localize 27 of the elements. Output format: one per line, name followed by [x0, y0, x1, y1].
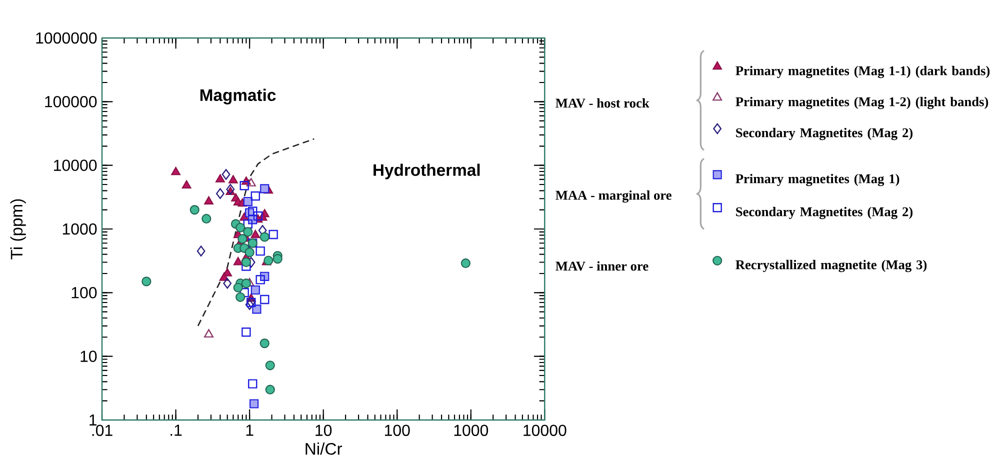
- text: MAA - marginal ore: [556, 190, 672, 203]
- legend-label: Secondary Magnetites (Mag 2): [736, 128, 913, 140]
- y-tick-label: 10000: [54, 160, 97, 171]
- legend-label: Primary magnetites (Mag 1-1) (dark bands): [736, 66, 990, 78]
- legend-label: Secondary Magnetites (Mag 2): [736, 206, 913, 220]
- annotation: Magmatic: [200, 88, 276, 104]
- legend-label: Primary magnetites (Mag 1): [736, 174, 900, 186]
- x-tick-label: 10: [316, 424, 332, 436]
- y-tick-label: 1: [90, 414, 97, 426]
- x-tick-label: 100: [384, 424, 410, 436]
- text: MAV - inner ore: [556, 261, 648, 271]
- y-axis-title: Ti (ppm): [10, 199, 26, 260]
- y-tick-label: 100000: [45, 96, 97, 108]
- legend-label: Recrystallized magnetite (Mag 3): [736, 260, 927, 272]
- y-tick-label: 100: [72, 286, 97, 298]
- y-tick-label: 10: [80, 350, 97, 362]
- text: MAV - host rock: [556, 98, 650, 108]
- x-tick-label: 10000: [524, 424, 566, 436]
- x-tick-label: 1000: [454, 424, 488, 436]
- y-tick-label: 1000: [62, 223, 97, 235]
- x-axis-title: Ni/Cr: [306, 442, 342, 455]
- y-tick-label: 1000000: [36, 32, 97, 44]
- x-tick-label: .01: [92, 424, 112, 436]
- x-tick-label: .1: [170, 424, 182, 436]
- legend-label: Primary magnetites (Mag 1-2) (light bands): [736, 96, 988, 110]
- annotation: Hydrothermal: [374, 164, 480, 180]
- x-tick-label: 1: [246, 424, 254, 436]
